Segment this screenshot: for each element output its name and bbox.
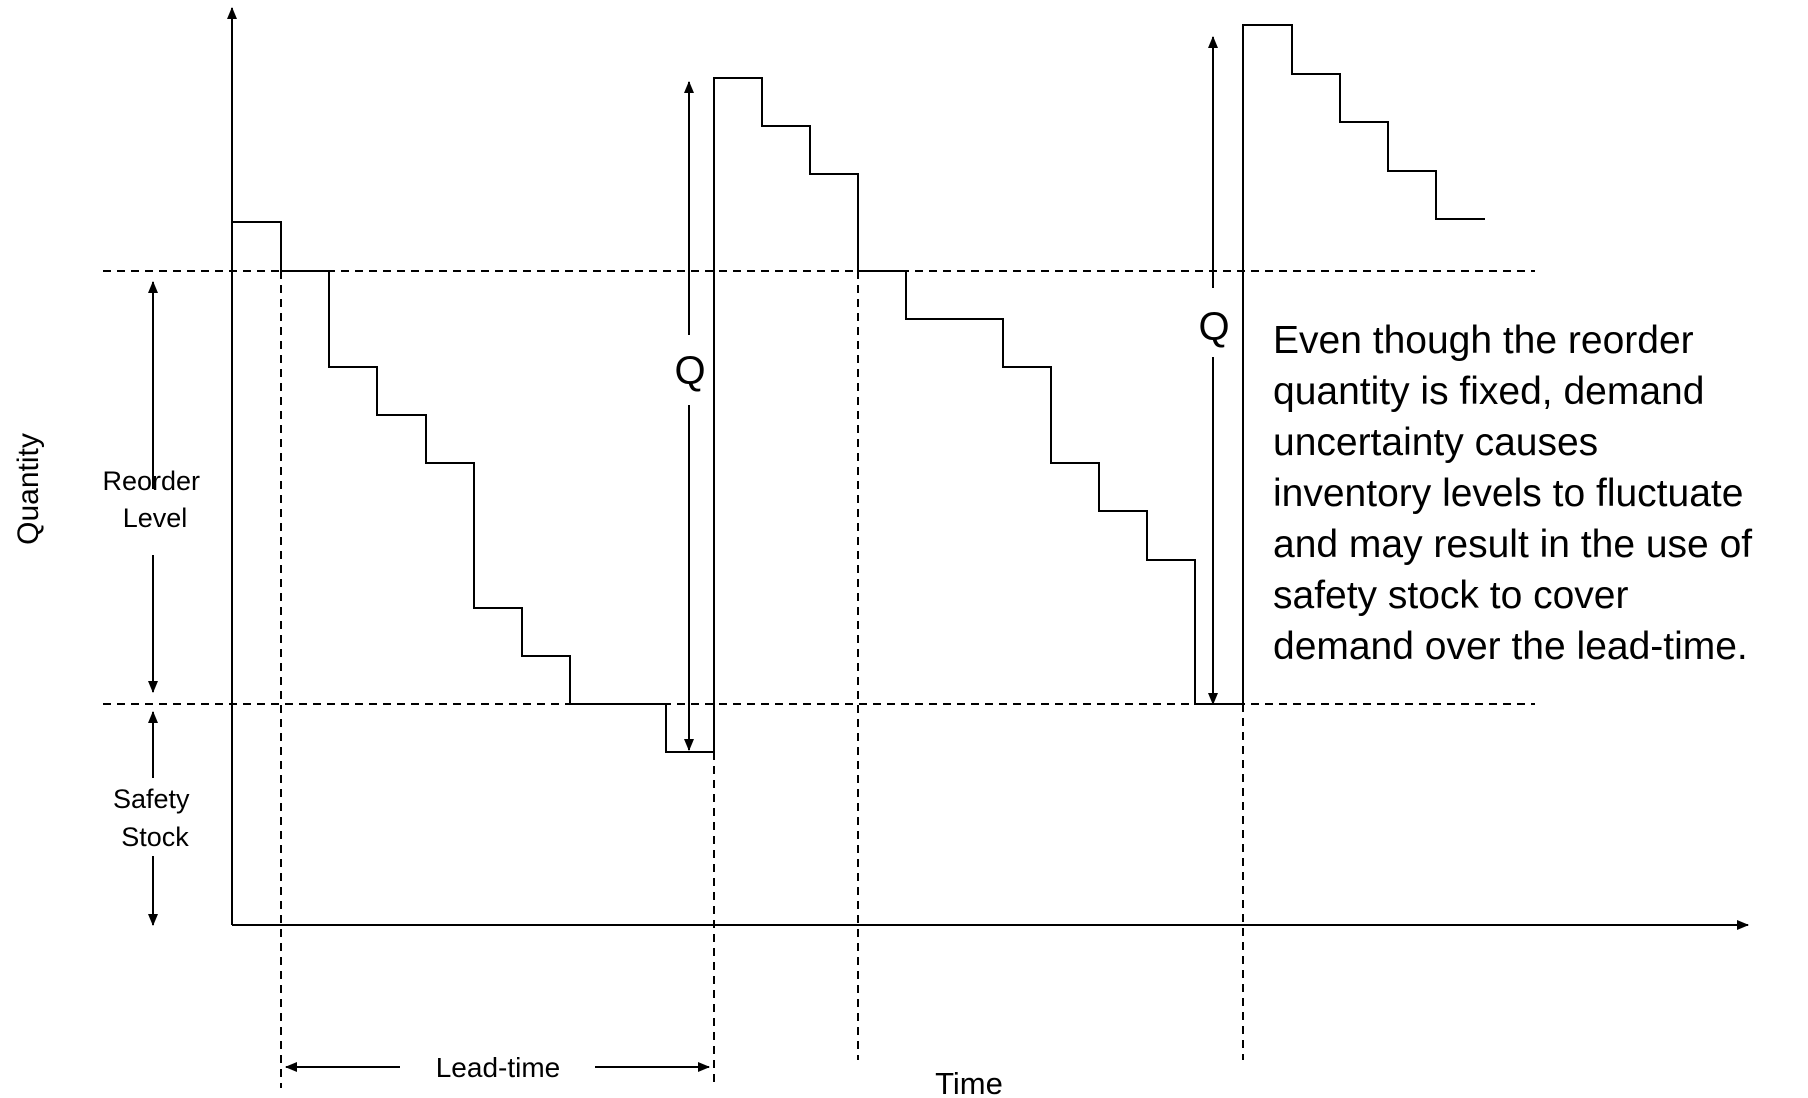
reorder-level-label: Reorder Level [102, 466, 207, 533]
lead-time-label: Lead-time [436, 1052, 561, 1083]
y-axis-label: Quantity [12, 433, 45, 545]
annotation-text: Even though the reorder quantity is fixe… [1273, 319, 1763, 668]
inventory-level-line [231, 24, 1485, 925]
order-quantity-label-2: Q [1198, 305, 1229, 349]
x-axis-label: Time [935, 1066, 1003, 1098]
order-quantity-label-1: Q [674, 349, 705, 393]
safety-stock-label: Safety Stock [113, 784, 197, 852]
